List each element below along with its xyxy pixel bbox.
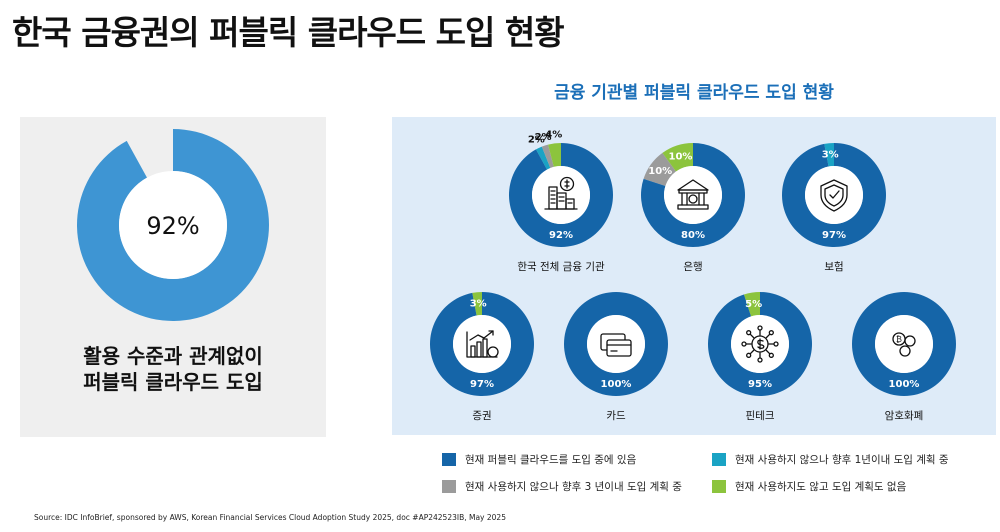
donut-category-label: 은행 [683, 261, 702, 273]
donut-value-label-no-plan: 10% [669, 151, 693, 162]
donut-value-label-plan-3y: 2% [535, 132, 552, 143]
donut-value-label-using: 92% [549, 230, 573, 241]
donut-slice-plan-1y [535, 146, 551, 170]
donut-slice-plan-3y [541, 144, 554, 169]
donut-slice-no-plan [548, 143, 561, 167]
donut-hole [875, 315, 933, 373]
overall-adoption-panel: 92% 활용 수준과 관계없이 퍼블릭 클라우드 도입 [20, 117, 326, 437]
donut-category-label: 한국 전체 금융 기관 [517, 261, 605, 273]
donut-category-label: 카드 [606, 410, 626, 422]
legend-label-plan-3y: 현재 사용하지 않으나 향후 3 년이내 도입 계획 중 [465, 481, 682, 493]
donut-1: 2%2%4% 92% 한국 전체 금융 기관 [509, 129, 613, 273]
donut-value-label-using: 100% [601, 379, 632, 390]
building-icon [544, 176, 578, 210]
legend-item-plan-3y: 현재 사용하지 않으나 향후 3 년이내 도입 계획 중 [442, 479, 682, 494]
donut-slice-using [509, 143, 613, 247]
legend-label-using: 현재 퍼블릭 클라우드를 도입 중에 있음 [465, 454, 637, 466]
donut-slice-using [708, 292, 812, 396]
donut-slice-plan-3y [643, 152, 676, 187]
legend-swatch-plan-1y [712, 453, 726, 466]
legend-item-using: 현재 퍼블릭 클라우드를 도입 중에 있음 [442, 452, 636, 467]
donut-slice-plan-1y [824, 143, 834, 167]
institution-donut-panel: 2% 2% 4% 92% 한국 전체 금융 기관 10% 10% 80% 은행 3% 97% 보험 3%… [392, 117, 996, 435]
donut-slice-no-plan [662, 143, 693, 172]
donut-hole [453, 315, 511, 373]
legend-swatch-plan-3y [442, 480, 456, 493]
page-title: 한국 금융권의 퍼블릭 클라우드 도입 현황 [12, 13, 565, 52]
donut-value-label-no-plan: 4% [545, 129, 562, 140]
overall-caption-line-2: 퍼블릭 클라우드 도입 [83, 370, 263, 394]
donut-value-label-using: 95% [748, 379, 772, 390]
growth-chart-icon [466, 330, 499, 358]
svg-text:₿: ₿ [896, 335, 902, 344]
donut-value-label-no-plan: 3% [470, 299, 487, 310]
credit-card-icon [600, 333, 632, 357]
legend-label-plan-1y: 현재 사용하지 않으나 향후 1년이내 도입 계획 중 [735, 454, 949, 466]
donut-category-label: 증권 [472, 410, 491, 422]
donut-category-label: 암호화폐 [885, 410, 924, 422]
legend-item-no-plan: 현재 사용하지도 않고 도입 계획도 없음 [712, 479, 906, 494]
overall-donut-slice-adopted [77, 129, 269, 321]
donut-value-label-using: 97% [822, 230, 846, 241]
overall-donut-chart: 92% [77, 129, 269, 321]
donut-value-label-using: 97% [470, 379, 494, 390]
donut-3: 3% 97% 보험 [782, 143, 886, 273]
donut-slice-using [782, 143, 886, 247]
overall-caption-line-1: 활용 수준과 관계없이 [83, 344, 263, 368]
donut-5: 100% 카드 [563, 292, 668, 422]
donut-value-label-no-plan: 5% [745, 299, 762, 310]
bank-icon [677, 179, 709, 210]
legend-item-plan-1y: 현재 사용하지 않으나 향후 1년이내 도입 계획 중 [712, 452, 949, 467]
donut-hole [805, 166, 863, 224]
donut-slice-no-plan [472, 292, 482, 316]
overall-center-label: 92% [146, 212, 199, 240]
donut-value-label-using: 100% [889, 379, 920, 390]
donut-7: ₿ 100% 암호화폐 [851, 292, 956, 422]
donut-2: 10% 10% 80% 은행 [641, 143, 745, 273]
institution-donut-grid: 2%2%4%92%한국 전체 금융 기관10%10%80%은행3%97%보험3%… [430, 129, 956, 422]
donut-6: 5% 95% 핀테크 [708, 292, 812, 422]
crypto-coins-icon: ₿ [892, 332, 916, 357]
donut-slice-using [563, 292, 668, 397]
donut-value-label-plan-3y: 10% [648, 166, 672, 177]
donut-slice-using [851, 292, 956, 397]
fintech-network-icon [741, 325, 779, 363]
overall-donut-hole [119, 171, 227, 279]
donut-category-label: 핀테크 [746, 410, 775, 422]
donut-hole [532, 166, 590, 224]
donut-category-label: 보험 [824, 261, 843, 273]
legend-swatch-using [442, 453, 456, 466]
shield-icon [820, 179, 848, 212]
donut-slice-no-plan [743, 292, 760, 317]
donut-value-label-plan-1y: 3% [822, 150, 839, 161]
overall-caption: 활용 수준과 관계없이 퍼블릭 클라우드 도입 [20, 343, 326, 395]
source-note: Source: IDC InfoBrief, sponsored by AWS,… [34, 513, 506, 522]
donut-slice-using [641, 143, 745, 247]
donut-value-label-using: 80% [681, 230, 705, 241]
institution-chart-title: 금융 기관별 퍼블릭 클라우드 도입 현황 [554, 83, 834, 103]
donut-slice-using [430, 292, 534, 397]
donut-4: 3% 97% 증권 [430, 292, 534, 422]
legend-label-no-plan: 현재 사용하지도 않고 도입 계획도 없음 [735, 481, 907, 493]
donut-value-label-plan-1y: 2% [528, 135, 545, 146]
legend-swatch-no-plan [712, 480, 726, 493]
